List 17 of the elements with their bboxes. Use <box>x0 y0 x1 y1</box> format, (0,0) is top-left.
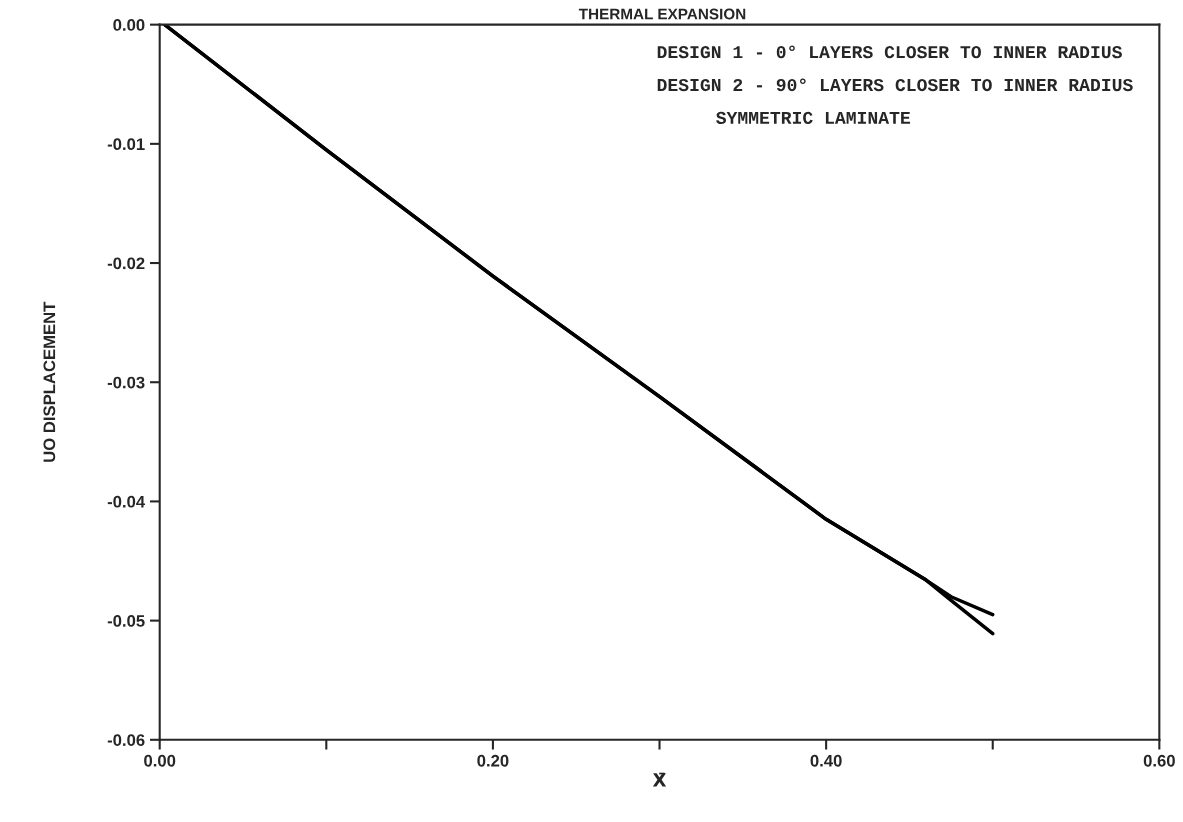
y-tick-label: -0.05 <box>107 615 145 627</box>
y-tick-label: -0.02 <box>107 257 145 270</box>
y-tick-label: -0.01 <box>107 138 145 151</box>
chart-title: THERMAL EXPANSION <box>578 8 746 20</box>
annotation: SYMMETRIC LAMINATE <box>716 111 911 125</box>
annotation: DESIGN 1 - 0° LAYERS CLOSER TO INNER RADIUS <box>657 45 1122 59</box>
y-tick-label: -0.03 <box>107 376 145 389</box>
y-tick-label: 0.00 <box>113 19 145 31</box>
y-tick-label: -0.04 <box>107 495 146 508</box>
x-axis-title: X̄ <box>652 772 667 787</box>
x-tick-label: 0.60 <box>1143 754 1175 767</box>
annotation: DESIGN 2 - 90° LAYERS CLOSER TO INNER RADIUS <box>657 78 1133 92</box>
y-tick-label: -0.06 <box>107 734 145 746</box>
x-tick-label: 0.20 <box>477 754 509 767</box>
y-axis-title: UO DISPLACEMENT <box>43 301 56 462</box>
x-tick-label: 0.00 <box>144 754 176 767</box>
x-tick-label: 0.40 <box>810 754 842 767</box>
